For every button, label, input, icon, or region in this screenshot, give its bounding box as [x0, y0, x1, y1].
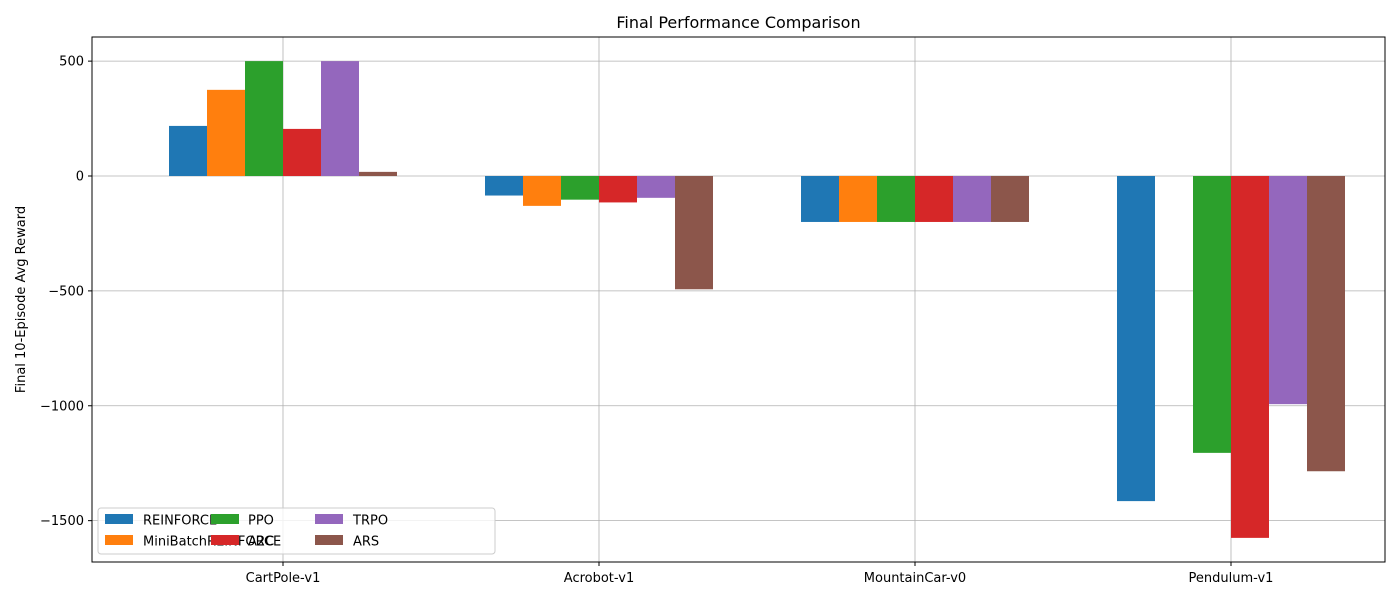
- bar: [561, 176, 599, 200]
- bar: [1193, 176, 1231, 453]
- bar: [485, 176, 523, 196]
- bar: [523, 176, 561, 206]
- legend-swatch: [105, 514, 133, 524]
- legend-label: ARS: [353, 535, 379, 550]
- bar: [839, 176, 877, 222]
- y-tick-label: 0: [76, 170, 84, 185]
- legend-swatch: [315, 514, 343, 524]
- plot-frame: [91, 36, 1386, 563]
- bar: [991, 176, 1029, 222]
- y-tick-label: −1000: [40, 399, 84, 414]
- legend-label: PPO: [248, 514, 274, 529]
- bar: [207, 89, 245, 177]
- bar: [877, 176, 915, 222]
- legend: REINFORCEMiniBatchREINFORCEPPOA2CTRPOARS: [97, 507, 496, 555]
- x-tick-label: MountainCar-v0: [864, 571, 966, 586]
- y-tick-label: −1500: [40, 514, 84, 529]
- bar: [1117, 176, 1155, 502]
- bar: [321, 61, 359, 177]
- bar: [915, 176, 953, 222]
- bar: [359, 171, 397, 177]
- x-tick-label: Pendulum-v1: [1189, 571, 1274, 586]
- bar: [245, 61, 283, 177]
- legend-label: TRPO: [352, 514, 388, 529]
- x-tick-label: Acrobot-v1: [564, 571, 634, 586]
- bar: [169, 125, 207, 177]
- bar: [953, 176, 991, 222]
- legend-swatch: [315, 535, 343, 545]
- x-tick-label: CartPole-v1: [246, 571, 321, 586]
- bar: [675, 176, 713, 290]
- bar: [637, 176, 675, 198]
- legend-frame: [97, 507, 496, 555]
- bar: [283, 128, 321, 177]
- bar: [801, 176, 839, 222]
- y-tick-label: 500: [59, 55, 84, 70]
- bar: [1269, 176, 1307, 405]
- legend-swatch: [211, 514, 239, 524]
- bars: [169, 61, 1345, 538]
- legend-label: A2C: [248, 535, 274, 550]
- bar: [1231, 176, 1269, 538]
- y-axis-label: Final 10-Episode Avg Reward: [14, 206, 29, 393]
- y-tick-label: −500: [48, 284, 84, 299]
- bar: [1307, 176, 1345, 472]
- bar: [599, 176, 637, 203]
- y-axis: 500 0 −500 −1000 −1500: [40, 55, 92, 529]
- legend-label: REINFORCE: [143, 514, 217, 529]
- legend-swatch: [211, 535, 239, 545]
- x-axis: CartPole-v1 Acrobot-v1 MountainCar-v0 Pendu…: [246, 562, 1274, 586]
- grid: [92, 37, 1385, 562]
- chart-title: Final Performance Comparison: [616, 13, 860, 32]
- legend-swatch: [105, 535, 133, 545]
